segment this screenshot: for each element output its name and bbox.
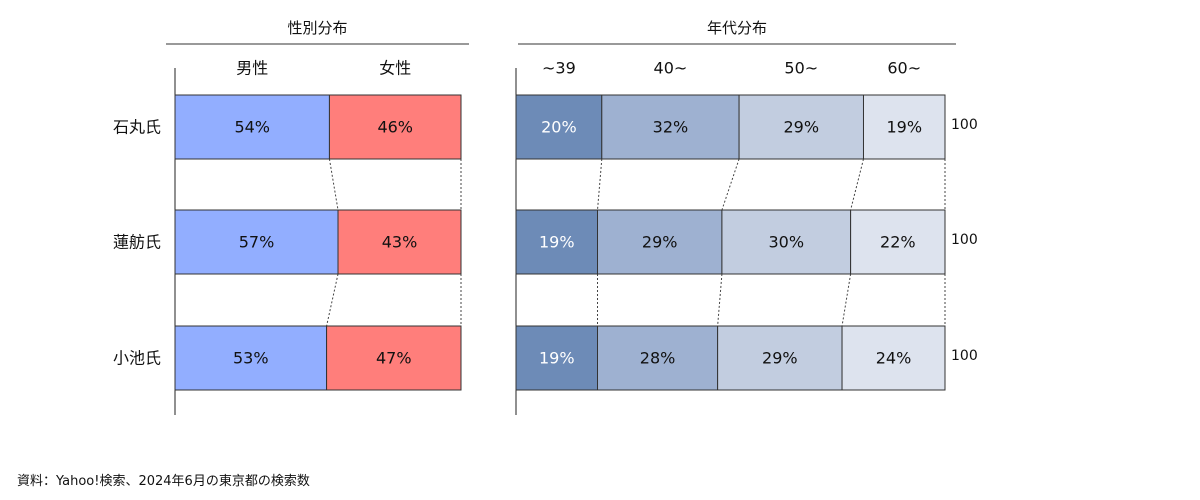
age-bar-segment: [515, 94, 603, 160]
age-data-label: 19%: [539, 233, 575, 252]
gender-bar-segment: [337, 209, 462, 275]
category-label: 蓮舫氏: [113, 233, 161, 252]
gender-bar-segment: [328, 94, 462, 160]
age-bar-segment: [721, 209, 852, 275]
gender-connector-line: [328, 158, 339, 211]
category-label: 小池氏: [113, 349, 161, 368]
age-bar-segment: [841, 325, 946, 391]
source-note: 資料：Yahoo!検索、2024年6月の東京都の検索数: [17, 474, 310, 489]
age-data-label: 19%: [539, 349, 575, 368]
age-data-label: 29%: [642, 233, 678, 252]
gender-series-label-1: 女性: [379, 59, 411, 78]
gender-data-label: 46%: [377, 118, 413, 137]
gender-bar-segment: [326, 325, 462, 391]
age-connector-line: [717, 273, 723, 327]
age-data-label: 32%: [653, 118, 689, 137]
age-connector-line: [597, 158, 603, 211]
gender-connector-line: [326, 273, 339, 327]
age-bar-segment: [850, 209, 946, 275]
total-label: 100: [951, 232, 978, 248]
age-bar-segment: [597, 325, 719, 391]
age-data-label: 30%: [768, 233, 804, 252]
age-connector-line: [721, 158, 740, 211]
age-series-label-1: 40~: [654, 59, 688, 78]
total-label: 100: [951, 348, 978, 364]
gender-data-label: 53%: [233, 349, 269, 368]
gender-data-label: 43%: [382, 233, 418, 252]
age-connector-line: [841, 273, 852, 327]
age-data-label: 24%: [876, 349, 912, 368]
total-label: 100: [951, 117, 978, 133]
gender-panel-title: 性別分布: [287, 19, 347, 37]
age-data-label: 28%: [640, 349, 676, 368]
gender-series-label-0: 男性: [236, 59, 268, 78]
age-data-label: 20%: [541, 118, 577, 137]
age-data-label: 19%: [886, 118, 922, 137]
gender-data-label: 54%: [234, 118, 270, 137]
age-data-label: 22%: [880, 233, 916, 252]
age-data-label: 29%: [762, 349, 798, 368]
age-bar-segment: [515, 325, 599, 391]
age-bar-segment: [515, 209, 599, 275]
age-bar-segment: [738, 94, 864, 160]
gender-data-label: 57%: [239, 233, 275, 252]
age-bar-segment: [601, 94, 740, 160]
age-connector-line: [850, 158, 864, 211]
gender-bar-segment: [174, 209, 339, 275]
gender-bar-segment: [174, 325, 328, 391]
gender-data-label: 47%: [376, 349, 412, 368]
age-bar-segment: [862, 94, 946, 160]
age-bar-segment: [597, 209, 723, 275]
age-series-label-0: ~39: [542, 59, 576, 78]
age-series-label-3: 60~: [887, 59, 921, 78]
age-bar-segment: [717, 325, 843, 391]
age-panel-title: 年代分布: [707, 19, 767, 37]
category-label: 石丸氏: [113, 118, 161, 137]
gender-bar-segment: [174, 94, 330, 160]
age-data-label: 29%: [784, 118, 820, 137]
age-series-label-2: 50~: [784, 59, 818, 78]
